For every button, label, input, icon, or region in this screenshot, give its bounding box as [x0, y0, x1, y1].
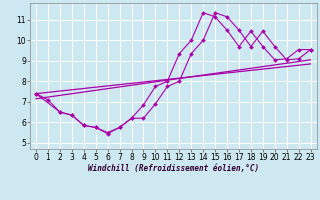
X-axis label: Windchill (Refroidissement éolien,°C): Windchill (Refroidissement éolien,°C) [88, 164, 259, 173]
